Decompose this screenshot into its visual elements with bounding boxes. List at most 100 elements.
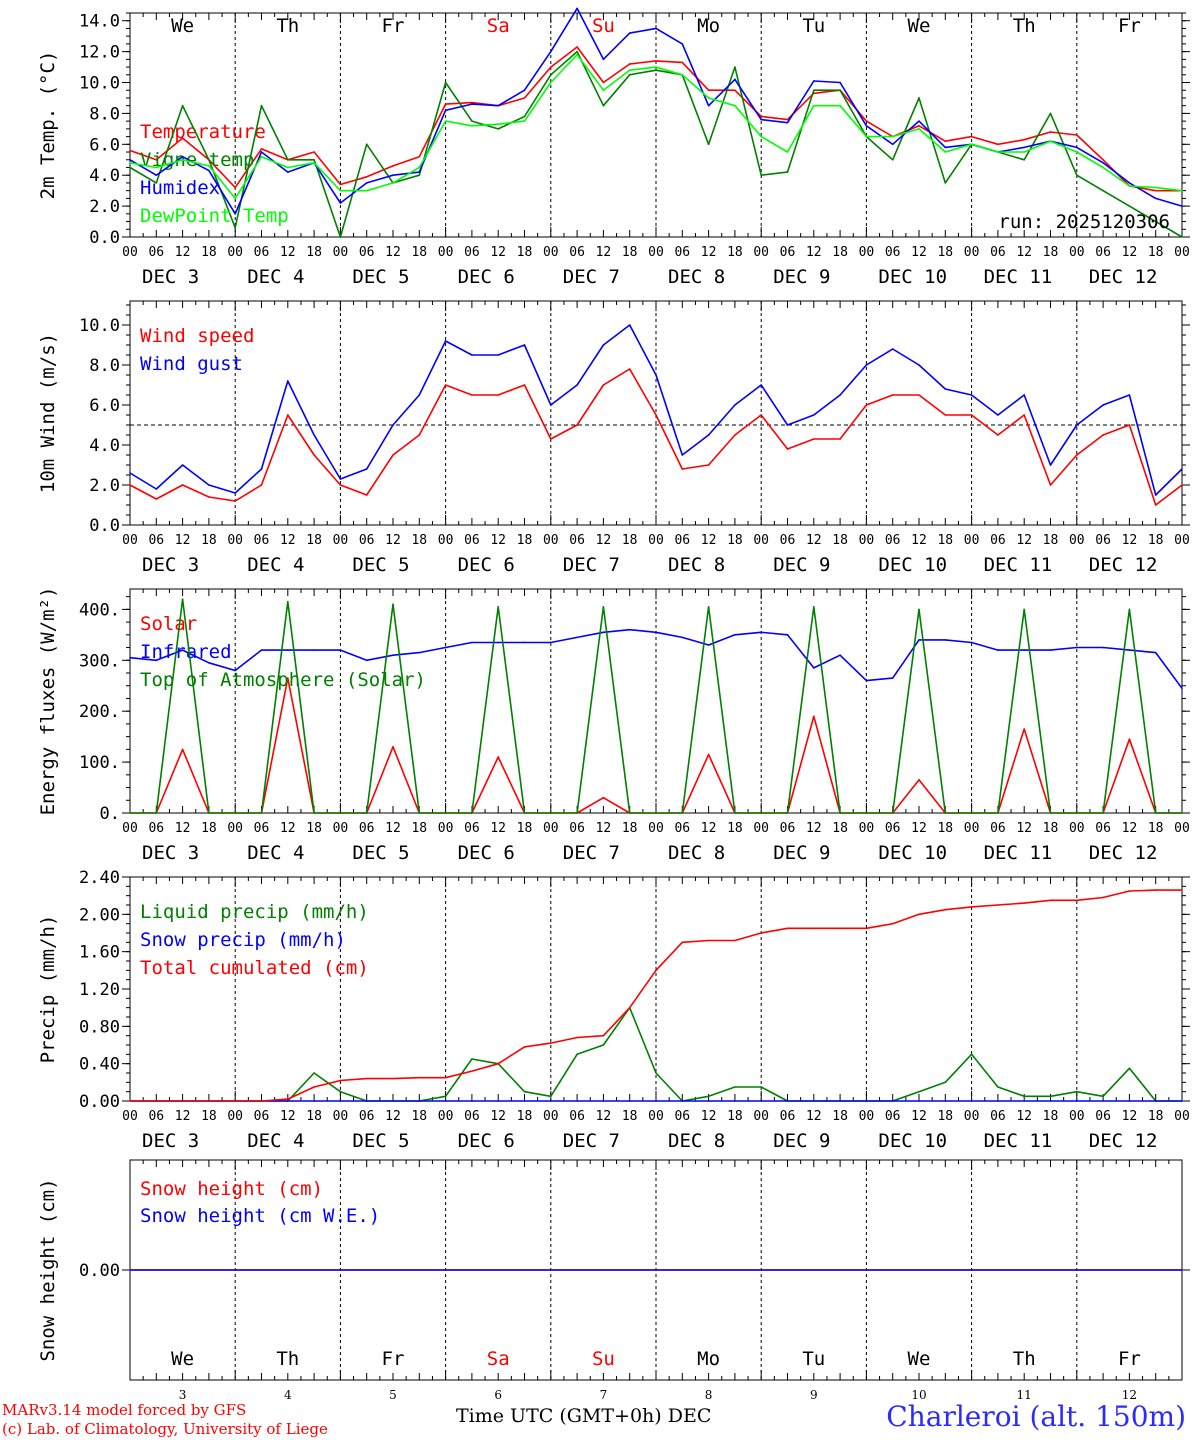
data-point [628,1006,631,1009]
data-point [313,162,315,164]
hour-label: 06 [990,821,1006,836]
day-number-label: 11 [1017,1388,1032,1402]
data-point [471,641,473,644]
hour-label: 00 [753,821,769,836]
data-point [497,394,500,396]
data-point [129,162,131,164]
data-point [944,388,947,390]
data-point [760,115,762,118]
data-point [260,812,263,814]
data-point [155,812,158,814]
hour-label: 12 [385,533,401,548]
hour-label: 06 [780,245,796,260]
data-point [891,922,894,925]
data-point [1076,424,1078,426]
data-point [1049,1095,1052,1098]
weekday-label: Fr [382,15,405,37]
data-point [813,1100,815,1102]
data-point [1154,651,1157,654]
data-point [234,492,236,494]
data-point [1076,134,1078,136]
day-number-label: 8 [705,1388,713,1402]
legend-entry: Liquid precip (mm/h) [140,901,369,923]
date-label: DEC 5 [352,266,409,288]
hour-label: 00 [753,245,769,260]
day-number-label: 10 [911,1388,926,1402]
weekday-label: Th [276,15,299,37]
y-tick-label: 0.0 [89,516,120,536]
data-point [444,1100,447,1102]
hour-label: 06 [148,245,164,260]
hour-label: 06 [885,533,901,548]
data-point [997,151,999,153]
data-point [181,137,184,139]
hour-label: 12 [280,821,296,836]
y-axis-label: Precip (mm/h) [37,915,59,1064]
data-point [1023,158,1025,161]
hour-label: 00 [964,533,980,548]
data-point [707,104,710,107]
data-point [655,66,657,68]
data-point [865,1100,868,1102]
hour-label: 12 [911,1109,927,1124]
data-point [1181,205,1183,207]
day-number-label: 3 [179,1388,187,1402]
data-point [471,1058,473,1060]
hour-label: 00 [122,533,138,548]
hour-label: 06 [885,1109,901,1124]
y-axis-label: Energy fluxes (W/m²) [37,587,59,816]
data-point [760,384,762,386]
data-point [891,812,894,814]
date-label: DEC 9 [773,1130,830,1152]
data-point [287,158,289,161]
hour-label: 00 [227,1109,243,1124]
data-point [707,434,710,436]
data-point [208,496,210,498]
hour-label: 18 [201,1109,217,1124]
data-point [576,812,578,814]
data-point [1049,649,1052,651]
data-point [313,1072,315,1074]
data-point [1128,1067,1131,1070]
hour-label: 18 [411,245,427,260]
data-point [918,128,920,130]
hour-label: 12 [385,821,401,836]
hour-label: 18 [727,821,743,836]
hour-label: 06 [148,821,164,836]
data-point [234,812,236,814]
data-point [339,202,342,204]
data-point [287,166,289,169]
data-point [786,118,789,121]
data-point [707,1100,710,1102]
data-point [208,165,210,167]
data-point [418,155,421,158]
data-point [1102,1100,1104,1102]
data-point [944,146,947,149]
data-point [839,654,841,656]
data-point [550,438,552,440]
y-tick-label: 2.00 [79,905,120,925]
y-axis-label: 10m Wind (m/s) [37,333,59,493]
plot-frame [129,588,1183,814]
hour-label: 00 [859,245,875,260]
data-point [1154,889,1157,891]
data-point [155,659,158,662]
hour-label: 12 [806,533,822,548]
data-point [813,104,815,107]
data-point [313,151,315,153]
data-point [287,600,289,603]
weekday-label: We [171,15,194,37]
legend-entry: Total cumulated (cm) [140,957,369,979]
hour-label: 00 [1069,1109,1085,1124]
hour-label: 12 [385,1109,401,1124]
data-point [234,500,236,502]
data-point [339,1079,342,1082]
data-point [1023,146,1025,149]
plot-frame [129,300,1183,526]
hour-label: 00 [648,821,664,836]
data-point [576,1036,578,1039]
data-point [444,120,447,122]
data-point [313,812,315,814]
data-point [181,748,184,751]
